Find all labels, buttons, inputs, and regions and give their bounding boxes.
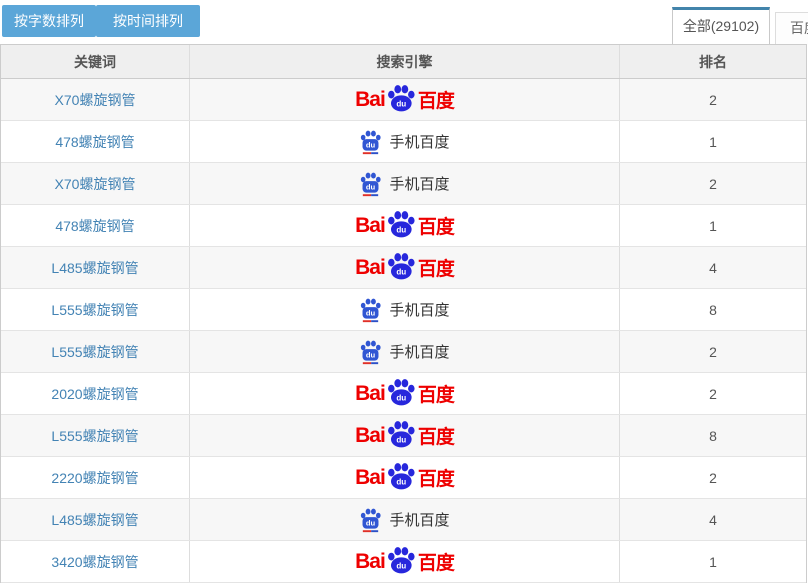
mobile-baidu-label: 手机百度 [389, 134, 450, 151]
keyword-link[interactable]: 2220螺旋钢管 [51, 469, 139, 486]
engine-filter-tabs: 全部(29102) 百度 [672, 7, 808, 45]
svg-text:du: du [366, 182, 376, 191]
mobile-baidu-label: 手机百度 [389, 512, 450, 529]
column-header-rank: 排名 [699, 53, 727, 70]
svg-text:du: du [396, 99, 406, 108]
table-row: 2220螺旋钢管 Bai du 百度 2 [1, 457, 806, 499]
svg-text:du: du [366, 350, 376, 359]
mobile-baidu-label: 手机百度 [389, 302, 450, 319]
rank-value: 1 [709, 553, 717, 570]
svg-text:du: du [366, 308, 376, 317]
rank-value: 2 [709, 175, 717, 192]
mobile-baidu-label: 手机百度 [389, 176, 450, 193]
mobile-baidu-engine: du 手机百度 [359, 171, 450, 197]
baidu-paw-icon: du [387, 546, 415, 573]
table-row: L485螺旋钢管 du 手机百度 [1, 499, 806, 541]
mobile-baidu-du-icon: du [361, 172, 382, 196]
table-header-row: 关键词 搜索引擎 排名 [1, 45, 806, 79]
svg-text:du: du [366, 140, 376, 149]
baidu-logo-icon: Bai du 百度 [355, 462, 455, 494]
mobile-baidu-label: 手机百度 [389, 344, 450, 361]
tab-baidu[interactable]: 百度 [775, 12, 808, 45]
table-body: X70螺旋钢管 Bai du 百度 2 [1, 79, 806, 583]
keyword-link[interactable]: 2020螺旋钢管 [51, 385, 139, 402]
table-row: L555螺旋钢管 du 手机百度 [1, 331, 806, 373]
baidu-logo-icon: Bai du 百度 [355, 84, 455, 116]
rank-value: 2 [709, 91, 717, 108]
mobile-baidu-engine: du 手机百度 [359, 129, 450, 155]
rank-value: 8 [709, 427, 717, 444]
rank-value: 4 [709, 259, 717, 276]
mobile-baidu-du-icon: du [361, 130, 382, 154]
mobile-baidu-du-icon: du [361, 508, 382, 532]
baidu-logo-icon: Bai du 百度 [355, 378, 455, 410]
rank-value: 2 [709, 385, 717, 402]
keyword-link[interactable]: 3420螺旋钢管 [51, 553, 139, 570]
baidu-logo-icon: Bai du 百度 [355, 546, 455, 578]
baidu-logo-icon: Bai du 百度 [355, 252, 455, 284]
baidu-logo-icon: Bai du 百度 [355, 210, 455, 242]
rank-value: 2 [709, 469, 717, 486]
sort-by-wordcount-button[interactable]: 按字数排列 [2, 5, 96, 37]
table-row: 2020螺旋钢管 Bai du 百度 2 [1, 373, 806, 415]
keyword-link[interactable]: L555螺旋钢管 [51, 301, 139, 318]
mobile-baidu-engine: du 手机百度 [359, 339, 450, 365]
mobile-baidu-engine: du 手机百度 [359, 507, 450, 533]
svg-text:du: du [366, 518, 376, 527]
baidu-paw-icon: du [387, 84, 415, 111]
table-row: X70螺旋钢管 Bai du 百度 2 [1, 79, 806, 121]
baidu-paw-icon: du [387, 378, 415, 405]
keyword-link[interactable]: 478螺旋钢管 [55, 217, 135, 234]
mobile-baidu-du-icon: du [361, 340, 382, 364]
rank-value: 1 [709, 217, 717, 234]
tab-all[interactable]: 全部(29102) [672, 7, 770, 45]
mobile-baidu-du-icon: du [361, 298, 382, 322]
svg-text:du: du [396, 267, 406, 276]
table-row: 478螺旋钢管 du 手机百度 [1, 121, 806, 163]
column-header-engine: 搜索引擎 [190, 45, 620, 78]
baidu-paw-icon: du [387, 210, 415, 237]
keyword-link[interactable]: L555螺旋钢管 [51, 427, 139, 444]
svg-text:du: du [396, 561, 406, 570]
svg-text:du: du [396, 435, 406, 444]
column-header-keyword: 关键词 [1, 45, 190, 78]
rank-value: 1 [709, 133, 717, 150]
sort-by-time-button[interactable]: 按时间排列 [96, 5, 200, 37]
table-row: 478螺旋钢管 Bai du 百度 1 [1, 205, 806, 247]
svg-text:du: du [396, 393, 406, 402]
baidu-logo-icon: Bai du 百度 [355, 420, 455, 452]
keyword-link[interactable]: X70螺旋钢管 [54, 175, 136, 192]
table-row: 3420螺旋钢管 Bai du 百度 1 [1, 541, 806, 583]
keyword-link[interactable]: X70螺旋钢管 [54, 91, 136, 108]
table-row: L555螺旋钢管 Bai du 百度 8 [1, 415, 806, 457]
keyword-link[interactable]: 478螺旋钢管 [55, 133, 135, 150]
rank-table: 关键词 搜索引擎 排名 X70螺旋钢管 Bai du [0, 44, 807, 583]
table-row: L485螺旋钢管 Bai du 百度 4 [1, 247, 806, 289]
keyword-link[interactable]: L485螺旋钢管 [51, 511, 139, 528]
rank-value: 2 [709, 343, 717, 360]
rank-value: 8 [709, 301, 717, 318]
svg-text:du: du [396, 225, 406, 234]
mobile-baidu-engine: du 手机百度 [359, 297, 450, 323]
rank-value: 4 [709, 511, 717, 528]
baidu-paw-icon: du [387, 462, 415, 489]
baidu-paw-icon: du [387, 420, 415, 447]
baidu-paw-icon: du [387, 252, 415, 279]
table-row: L555螺旋钢管 du 手机百度 [1, 289, 806, 331]
table-row: X70螺旋钢管 du 手机百度 [1, 163, 806, 205]
svg-text:du: du [396, 477, 406, 486]
keyword-link[interactable]: L555螺旋钢管 [51, 343, 139, 360]
keyword-link[interactable]: L485螺旋钢管 [51, 259, 139, 276]
